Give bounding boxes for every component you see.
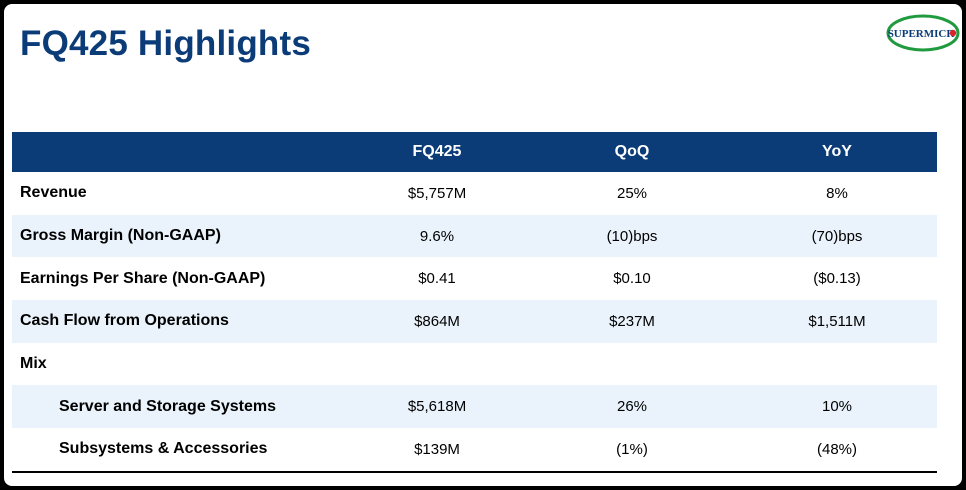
table-row-eps: Earnings Per Share (Non-GAAP) $0.41 $0.1… (12, 257, 937, 300)
cell-qoq (527, 343, 737, 386)
cell-fq425: $0.41 (418, 270, 456, 288)
header-row: FQ425 QoQ YoY (12, 132, 937, 172)
cell-yoy: 8% (826, 184, 848, 202)
table-header: FQ425 QoQ YoY (12, 132, 937, 172)
table-body: Revenue $5,757M 25% 8% Gross Margin (Non… (12, 172, 937, 473)
table-row-revenue: Revenue $5,757M 25% 8% (12, 172, 937, 215)
row-label: Mix (20, 355, 47, 373)
cell-yoy (737, 343, 937, 386)
table-row-subsystems: Subsystems & Accessories $139M (1%) (48%… (12, 428, 937, 473)
cell-yoy: ($0.13) (813, 270, 861, 288)
cell-qoq: (1%) (527, 428, 737, 473)
table-row-cash-flow: Cash Flow from Operations $864M $237M $1… (12, 300, 937, 343)
slide: FQ425 Highlights SUPERMICR FQ425 QoQ YoY… (4, 4, 962, 486)
column-header-qoq: QoQ (527, 132, 737, 172)
cell-yoy: 10% (737, 385, 937, 429)
row-label: Cash Flow from Operations (12, 300, 347, 343)
row-label: Server and Storage Systems (12, 385, 347, 429)
cell-qoq: 25% (616, 184, 648, 202)
column-header-fq425: FQ425 (347, 132, 527, 172)
logo-wordmark: SUPERMICR (888, 28, 956, 40)
table-row-gross-margin: Gross Margin (Non-GAAP) 9.6% (10)bps (70… (12, 214, 937, 258)
cell-yoy: (70)bps (737, 214, 937, 258)
supermicro-logo: SUPERMICR (886, 13, 960, 53)
cell-yoy: (48%) (737, 428, 937, 473)
cell-qoq: $237M (527, 300, 737, 343)
column-header-metric (12, 132, 347, 172)
cell-fq425 (347, 343, 527, 386)
cell-fq425: $5,618M (347, 385, 527, 429)
highlights-table: FQ425 QoQ YoY Revenue $5,757M 25% 8% Gro… (12, 132, 937, 473)
column-header-yoy: YoY (737, 132, 937, 172)
cell-qoq: $0.10 (613, 270, 651, 288)
row-label: Subsystems & Accessories (12, 428, 347, 473)
table-row-mix: Mix (12, 343, 937, 386)
cell-fq425: $139M (347, 428, 527, 473)
table-row-server-storage: Server and Storage Systems $5,618M 26% 1… (12, 385, 937, 429)
cell-yoy: $1,511M (737, 300, 937, 343)
cell-qoq: (10)bps (527, 214, 737, 258)
row-label: Revenue (20, 184, 87, 202)
cell-fq425: $5,757M (407, 184, 467, 202)
row-label: Earnings Per Share (Non-GAAP) (20, 269, 266, 287)
cell-fq425: 9.6% (347, 214, 527, 258)
supermicro-logo-icon: SUPERMICR (886, 14, 960, 52)
row-label: Gross Margin (Non-GAAP) (12, 214, 347, 258)
page-title: FQ425 Highlights (20, 24, 312, 63)
cell-fq425: $864M (347, 300, 527, 343)
cell-qoq: 26% (527, 385, 737, 429)
